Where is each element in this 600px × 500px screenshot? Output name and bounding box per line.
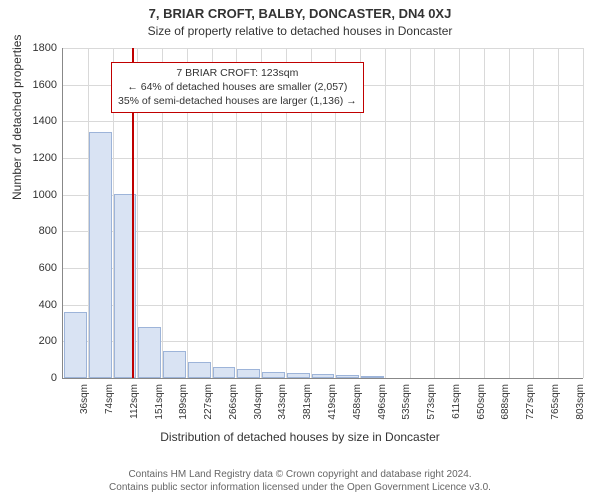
- gridline-h: [63, 231, 583, 232]
- histogram-bar: [361, 376, 384, 378]
- ytick-label: 200: [23, 335, 57, 347]
- histogram-bar: [89, 132, 112, 378]
- x-axis-label: Distribution of detached houses by size …: [0, 430, 600, 444]
- footer-line-2: Contains public sector information licen…: [0, 481, 600, 494]
- gridline-v: [558, 48, 559, 378]
- ytick-label: 1200: [23, 152, 57, 164]
- ytick-label: 400: [23, 299, 57, 311]
- gridline-v: [410, 48, 411, 378]
- ytick-label: 1600: [23, 79, 57, 91]
- gridline-v: [533, 48, 534, 378]
- page-subtitle: Size of property relative to detached ho…: [0, 24, 600, 38]
- gridline-h: [63, 48, 583, 49]
- gridline-v: [385, 48, 386, 378]
- histogram-bar: [163, 351, 186, 378]
- gridline-h: [63, 195, 583, 196]
- footer-attribution: Contains HM Land Registry data © Crown c…: [0, 468, 600, 494]
- annotation-line: 7 BRIAR CROFT: 123sqm: [118, 66, 357, 80]
- ytick-label: 0: [23, 372, 57, 384]
- histogram-bar: [213, 367, 236, 378]
- page-title: 7, BRIAR CROFT, BALBY, DONCASTER, DN4 0X…: [0, 6, 600, 21]
- histogram-bar: [287, 373, 310, 378]
- annotation-line: ← 64% of detached houses are smaller (2,…: [118, 80, 357, 94]
- gridline-v: [509, 48, 510, 378]
- footer-line-1: Contains HM Land Registry data © Crown c…: [0, 468, 600, 481]
- histogram-bar: [262, 372, 285, 378]
- ytick-label: 800: [23, 225, 57, 237]
- gridline-v: [459, 48, 460, 378]
- histogram-bar: [312, 374, 335, 378]
- ytick-label: 1400: [23, 115, 57, 127]
- gridline-h: [63, 158, 583, 159]
- histogram-bar: [336, 375, 359, 378]
- gridline-h: [63, 121, 583, 122]
- annotation-line: 35% of semi-detached houses are larger (…: [118, 94, 357, 108]
- histogram-plot: 02004006008001000120014001600180036sqm74…: [62, 48, 583, 379]
- y-axis-label: Number of detached properties: [10, 35, 24, 200]
- ytick-label: 1000: [23, 189, 57, 201]
- gridline-v: [484, 48, 485, 378]
- histogram-bar: [64, 312, 87, 378]
- ytick-label: 600: [23, 262, 57, 274]
- annotation-box: 7 BRIAR CROFT: 123sqm← 64% of detached h…: [111, 62, 364, 113]
- ytick-label: 1800: [23, 42, 57, 54]
- gridline-v: [583, 48, 584, 378]
- gridline-h: [63, 305, 583, 306]
- histogram-bar: [138, 327, 161, 378]
- gridline-v: [434, 48, 435, 378]
- histogram-bar: [188, 362, 211, 379]
- gridline-h: [63, 268, 583, 269]
- histogram-bar: [237, 369, 260, 378]
